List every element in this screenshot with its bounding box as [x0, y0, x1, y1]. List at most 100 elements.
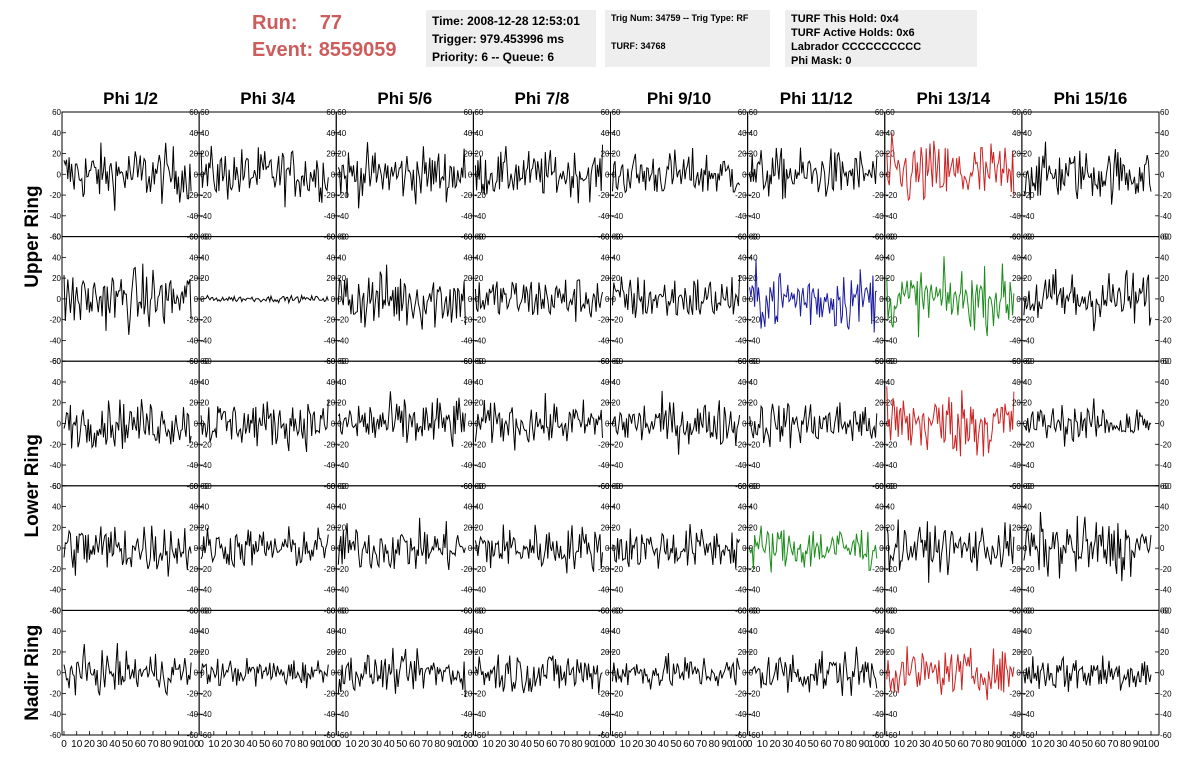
x-tick-label: 0 [473, 739, 479, 750]
x-tick-label: 80 [846, 739, 858, 750]
y-tick-label: -40 [872, 710, 884, 719]
y-tick-label: 60 [326, 357, 335, 366]
y-tick-label: -20 [337, 316, 349, 325]
y-tick-label: 0 [194, 669, 199, 678]
waveform-trace [200, 293, 329, 305]
y-tick-label: -40 [1009, 461, 1021, 470]
y-tick-label: -40 [49, 336, 61, 345]
waveform-trace [749, 646, 878, 696]
turf-info-box: TURF This Hold: 0x4 TURF Active Holds: 0… [785, 10, 977, 67]
phi-column-label: Phi 3/4 [240, 89, 295, 108]
y-tick-label: -40 [749, 710, 761, 719]
y-tick-label: 60 [200, 357, 209, 366]
y-tick-label: -40 [474, 586, 486, 595]
y-tick-label: -20 [187, 565, 199, 574]
y-tick-label: 0 [331, 170, 336, 179]
y-tick-label: -20 [872, 191, 884, 200]
x-tick-label: 20 [907, 739, 919, 750]
x-tick-label: 10 [1031, 739, 1043, 750]
y-tick-label: -20 [612, 316, 624, 325]
x-tick-label: 50 [396, 739, 408, 750]
waveform-trace [474, 279, 603, 322]
y-tick-label: -60 [324, 731, 336, 740]
y-tick-label: 20 [612, 274, 621, 283]
y-tick-label: 0 [1160, 544, 1165, 553]
y-tick-label: 60 [601, 482, 610, 491]
y-tick-label: -20 [749, 440, 761, 449]
y-tick-label: -40 [1160, 336, 1172, 345]
y-tick-label: 60 [875, 233, 884, 242]
y-tick-label: -60 [612, 606, 624, 615]
y-tick-label: -60 [1023, 233, 1035, 242]
waveform-trace [886, 646, 1015, 701]
y-tick-label: 20 [875, 648, 884, 657]
x-tick-label: 30 [645, 739, 657, 750]
y-tick-label: 60 [738, 606, 747, 615]
x-tick-label: 30 [371, 739, 383, 750]
y-tick-label: 0 [468, 170, 473, 179]
y-tick-label: -60 [749, 606, 761, 615]
y-tick-label: -60 [461, 731, 473, 740]
y-tick-label: -20 [461, 191, 473, 200]
trigger-info-box: Trig Num: 34759 -- Trig Type: RF TURF: 3… [605, 10, 770, 67]
y-tick-label: 60 [474, 357, 483, 366]
y-tick-label: -40 [337, 586, 349, 595]
phi-column-label: Phi 5/6 [377, 89, 432, 108]
y-tick-label: -40 [612, 212, 624, 221]
x-tick-label: 20 [632, 739, 644, 750]
y-tick-label: 40 [1012, 627, 1021, 636]
y-tick-label: 60 [200, 606, 209, 615]
y-tick-label: 40 [612, 503, 621, 512]
y-tick-label: 20 [875, 523, 884, 532]
y-tick-label: -20 [1160, 191, 1172, 200]
y-tick-label: -20 [598, 689, 610, 698]
y-tick-label: -20 [872, 316, 884, 325]
y-tick-label: 60 [1012, 233, 1021, 242]
y-tick-label: 40 [601, 378, 610, 387]
y-tick-label: 40 [1160, 627, 1169, 636]
ring-label: Upper Ring [22, 185, 43, 287]
y-tick-label: -20 [1160, 689, 1172, 698]
x-tick-label: 90 [584, 739, 596, 750]
y-tick-label: 40 [612, 627, 621, 636]
y-tick-label: -40 [735, 336, 747, 345]
y-tick-label: 20 [1160, 648, 1169, 657]
y-tick-label: -20 [598, 191, 610, 200]
y-tick-label: -20 [200, 316, 212, 325]
x-tick-label: 80 [983, 739, 995, 750]
y-tick-label: -20 [612, 565, 624, 574]
y-tick-label: 60 [1023, 606, 1032, 615]
y-tick-label: 40 [52, 253, 61, 262]
y-tick-label: -40 [49, 461, 61, 470]
y-tick-label: 40 [886, 503, 895, 512]
y-tick-label: -20 [337, 565, 349, 574]
y-tick-label: 60 [1023, 482, 1032, 491]
time-text: Time: 2008-12-28 12:53:01 [432, 14, 580, 28]
y-tick-label: 60 [337, 606, 346, 615]
y-tick-label: 20 [749, 523, 758, 532]
y-tick-label: -40 [1023, 586, 1035, 595]
y-tick-label: 60 [1160, 357, 1169, 366]
y-tick-label: 60 [749, 357, 758, 366]
y-tick-label: -40 [612, 586, 624, 595]
y-tick-label: 20 [326, 523, 335, 532]
waveform-trace [474, 144, 603, 204]
y-tick-label: -20 [1009, 565, 1021, 574]
y-tick-label: -20 [187, 191, 199, 200]
y-tick-label: 20 [337, 399, 346, 408]
y-tick-label: 40 [337, 253, 346, 262]
y-tick-label: -20 [1160, 440, 1172, 449]
y-tick-label: -40 [474, 461, 486, 470]
y-tick-label: 20 [749, 648, 758, 657]
ring-label: Nadir Ring [22, 625, 43, 721]
x-tick-label: 70 [1107, 739, 1119, 750]
y-tick-label: -60 [598, 233, 610, 242]
y-tick-label: -60 [187, 482, 199, 491]
x-tick-label: 60 [820, 739, 832, 750]
x-tick-label: 80 [434, 739, 446, 750]
y-tick-label: 20 [612, 150, 621, 159]
waveform-trace [200, 145, 329, 208]
x-tick-label: 50 [122, 739, 134, 750]
turf-this-hold-text: TURF This Hold: 0x4 [791, 13, 899, 25]
y-tick-label: -20 [886, 565, 898, 574]
